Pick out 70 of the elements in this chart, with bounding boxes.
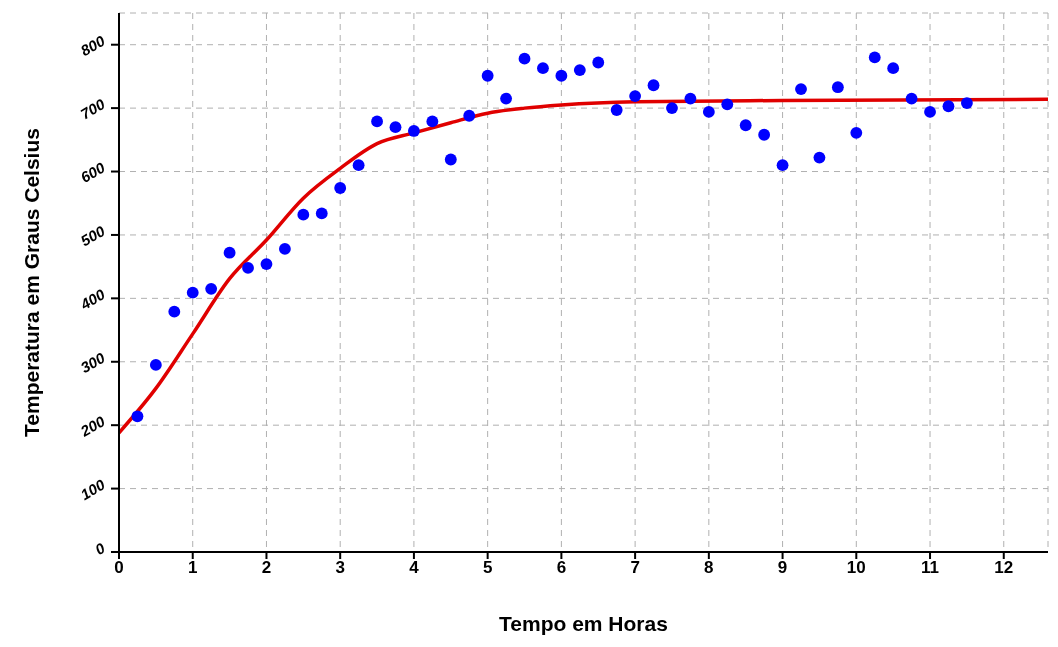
x-axis-title: Tempo em Horas xyxy=(499,612,668,635)
y-tick-label: 100 xyxy=(77,475,109,504)
y-tick-label: 0 xyxy=(91,538,109,559)
point xyxy=(684,92,697,105)
point xyxy=(131,410,144,423)
x-tick-label: 11 xyxy=(921,558,940,578)
x-tick-label: 3 xyxy=(335,558,345,578)
point xyxy=(592,56,605,69)
point xyxy=(739,119,752,132)
x-tick-label: 7 xyxy=(630,558,640,578)
point xyxy=(315,207,328,220)
x-tick-label: 8 xyxy=(704,558,714,578)
y-axis-title: Temperatura em Graus Celsius xyxy=(20,128,44,437)
point xyxy=(297,208,310,221)
point xyxy=(555,69,568,82)
point xyxy=(242,262,254,274)
point xyxy=(463,109,476,122)
point xyxy=(924,106,936,118)
point xyxy=(850,126,863,139)
point xyxy=(629,90,642,102)
point xyxy=(942,100,955,113)
x-tick-label: 0 xyxy=(114,558,124,578)
point xyxy=(408,125,420,137)
point xyxy=(813,151,826,164)
point xyxy=(168,305,181,318)
point xyxy=(960,97,973,109)
point xyxy=(887,62,900,75)
point xyxy=(149,359,162,371)
y-tick-label: 500 xyxy=(77,221,109,250)
y-tick-label: 700 xyxy=(77,95,109,123)
x-tick-label: 9 xyxy=(777,558,788,578)
point xyxy=(666,102,678,115)
point xyxy=(481,69,494,82)
x-tick-label: 6 xyxy=(556,558,567,578)
y-tick-label: 200 xyxy=(76,412,109,441)
point xyxy=(868,51,881,64)
point xyxy=(205,282,218,295)
x-tick-label: 2 xyxy=(261,558,272,578)
point xyxy=(186,286,199,299)
x-tick-label: 1 xyxy=(188,558,198,578)
point xyxy=(352,159,365,172)
y-tick-label: 800 xyxy=(77,31,109,60)
point xyxy=(518,52,531,65)
x-tick-label: 10 xyxy=(846,558,866,578)
point xyxy=(426,115,439,128)
y-tick-label: 400 xyxy=(76,285,109,314)
point xyxy=(721,98,734,111)
point xyxy=(444,153,457,166)
point xyxy=(334,182,347,194)
point xyxy=(389,121,402,134)
point xyxy=(223,246,236,259)
x-tick-label: 5 xyxy=(482,558,493,578)
point xyxy=(610,104,623,116)
x-tick-label: 12 xyxy=(994,558,1014,578)
point xyxy=(702,106,715,118)
y-tick-label: 600 xyxy=(77,158,109,186)
point xyxy=(500,92,512,105)
point xyxy=(776,159,789,172)
x-tick-label: 4 xyxy=(409,558,420,578)
point xyxy=(278,242,291,255)
point xyxy=(758,128,771,141)
point xyxy=(795,83,807,95)
point xyxy=(537,62,549,75)
point xyxy=(371,115,383,128)
y-tick-label: 300 xyxy=(77,348,109,377)
point xyxy=(905,92,918,105)
point xyxy=(573,64,586,76)
point xyxy=(260,258,273,271)
point xyxy=(647,79,660,92)
point xyxy=(831,81,844,94)
